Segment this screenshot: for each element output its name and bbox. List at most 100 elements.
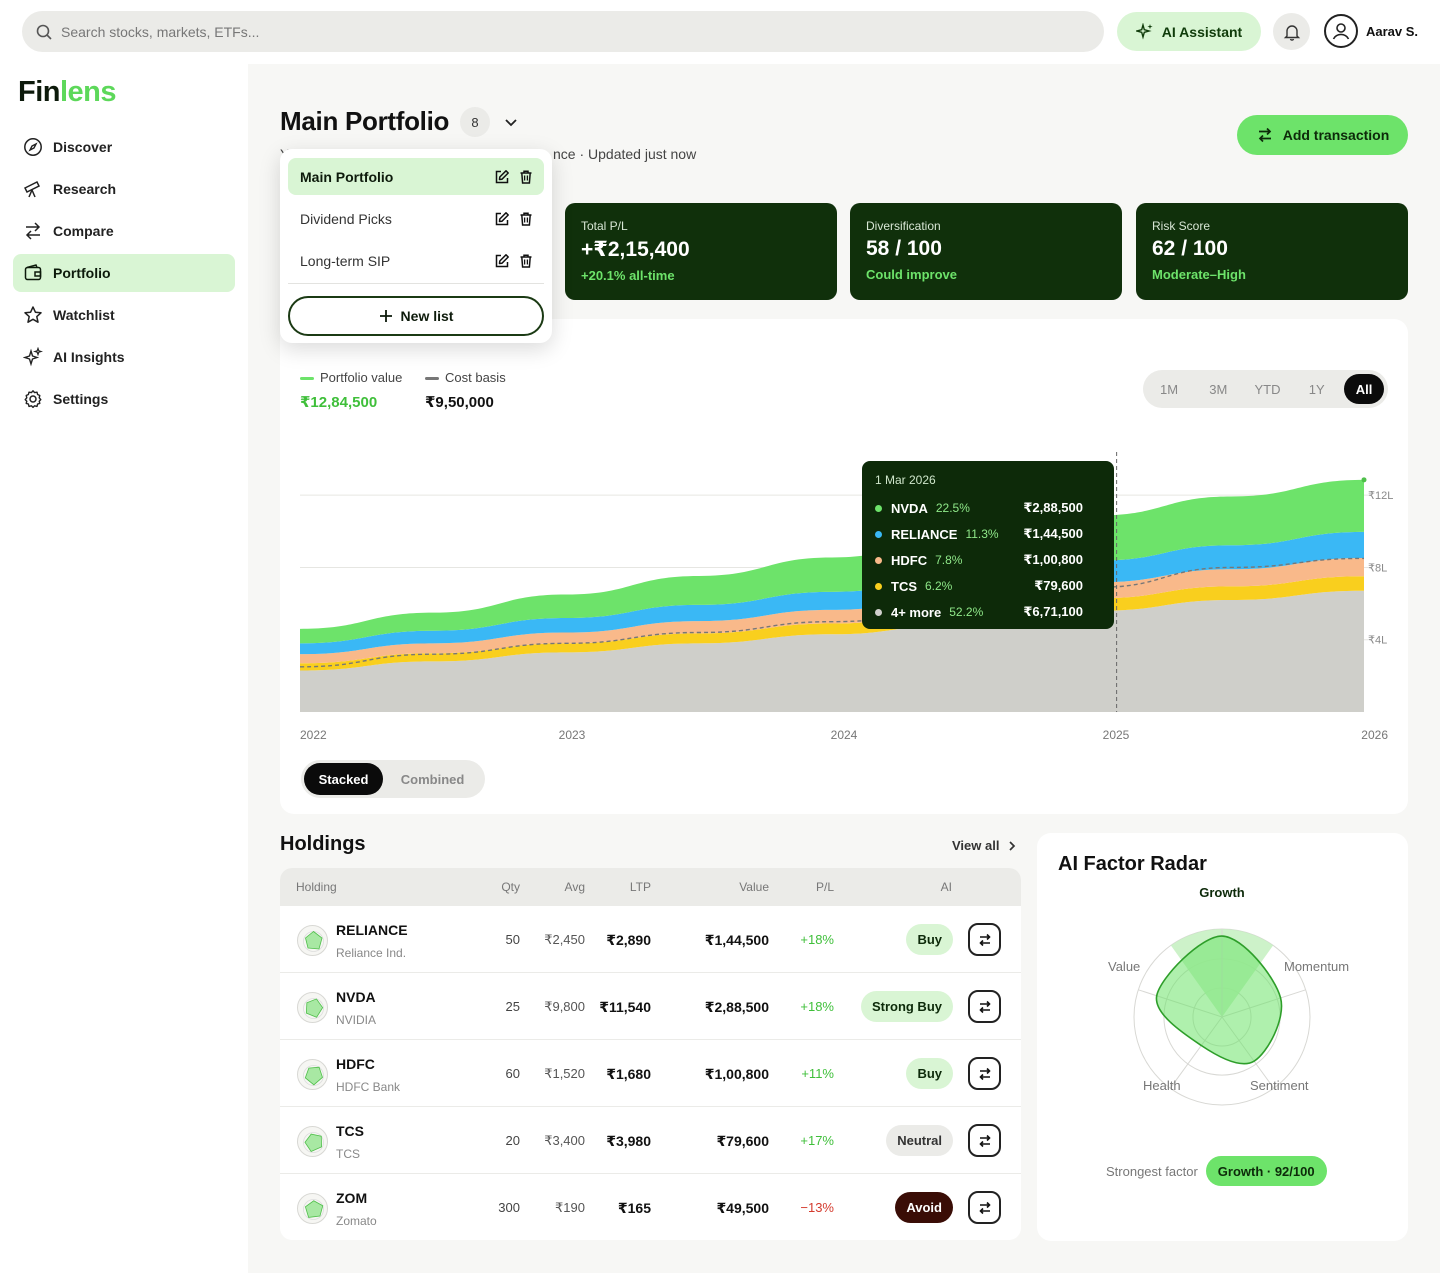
holding-qty: 50 (505, 932, 520, 947)
x-tick-label: 2023 (559, 728, 586, 742)
col-value: Value (739, 880, 769, 894)
tooltip-row: HDFC 7.8% ₹1,00,800 (875, 547, 1101, 573)
x-tick-label: 2025 (1103, 728, 1130, 742)
sidebar-item-ai-insights[interactable]: AI Insights (13, 338, 235, 376)
holding-pl: +11% (801, 1066, 834, 1081)
holding-name: HDFC Bank (336, 1080, 401, 1094)
dropdown-item[interactable]: Long-term SIP (288, 242, 544, 279)
trade-button[interactable] (968, 1057, 1001, 1090)
arrows-swap-icon (978, 933, 991, 946)
stat-value: 58 / 100 (866, 237, 942, 260)
range-ytd[interactable]: YTD (1254, 381, 1281, 397)
tooltip-name: 4+ more (891, 604, 942, 620)
chart-view-toggle: Stacked Combined (301, 760, 485, 798)
compass-icon (24, 138, 42, 156)
search-bar[interactable] (22, 11, 1104, 52)
col-ai: AI (940, 880, 952, 894)
radar-axis-label: Growth (1199, 885, 1245, 900)
tooltip-name: RELIANCE (891, 526, 958, 542)
holding-radar-thumbnail-icon (297, 925, 328, 956)
portfolio-area-chart[interactable]: ₹12L ₹8L ₹4L 2022 2023 2024 2025 2026 (280, 440, 1408, 750)
sidebar-item-discover[interactable]: Discover (13, 128, 235, 166)
stat-card-risk-score: Risk Score 62 / 100 Moderate–High (1136, 203, 1408, 300)
edit-icon[interactable] (494, 169, 510, 185)
x-tick-label: 2022 (300, 728, 327, 742)
trash-icon[interactable] (518, 211, 534, 227)
holding-ticker: TCS (336, 1123, 364, 1139)
view-all-link[interactable]: View all (952, 838, 1017, 853)
star-icon (24, 306, 42, 323)
tooltip-amount: ₹6,71,100 (1023, 604, 1083, 619)
ai-assistant-button[interactable]: AI Assistant (1117, 12, 1261, 51)
holding-pl: +18% (800, 932, 834, 947)
radar-title: AI Factor Radar (1058, 853, 1207, 875)
table-row[interactable]: HDFC HDFC Bank 60 ₹1,520 ₹1,680 ₹1,00,800 +11%… (280, 1040, 1021, 1107)
sidebar-item-settings[interactable]: Settings (13, 380, 235, 418)
new-list-button[interactable]: New list (288, 296, 544, 336)
holding-ltp: ₹165 (617, 1200, 651, 1216)
bell-icon (1283, 24, 1300, 41)
range-1y[interactable]: 1Y (1308, 381, 1325, 397)
holding-ticker: RELIANCE (336, 922, 408, 938)
table-row[interactable]: RELIANCE Reliance Ind. 50 ₹2,450 ₹2,890 ₹1,44… (280, 906, 1021, 973)
holding-ticker: NVDA (336, 989, 376, 1005)
arrows-swap-icon (978, 1134, 991, 1147)
wallet-icon (24, 264, 42, 281)
range-all[interactable]: All (1344, 374, 1384, 404)
x-tick-label: 2026 (1361, 728, 1388, 742)
tooltip-pct: 6.2% (925, 579, 953, 593)
trade-button[interactable] (968, 990, 1001, 1023)
table-row[interactable]: NVDA NVIDIA 25 ₹9,800 ₹11,540 ₹2,88,500 +18% St… (280, 973, 1021, 1040)
table-row[interactable]: TCS TCS 20 ₹3,400 ₹3,980 ₹79,600 +17% Neutral (280, 1107, 1021, 1174)
dropdown-item[interactable]: Main Portfolio (288, 158, 544, 195)
col-ltp: LTP (629, 880, 651, 894)
user-menu[interactable]: Aarav S. (1324, 14, 1418, 48)
trash-icon[interactable] (518, 169, 534, 185)
range-1m[interactable]: 1M (1159, 381, 1179, 397)
notifications-button[interactable] (1273, 13, 1310, 50)
add-transaction-button[interactable]: Add transaction (1237, 115, 1408, 155)
sidebar-item-portfolio[interactable]: Portfolio (13, 254, 235, 292)
search-input[interactable] (61, 23, 961, 40)
holding-ltp: ₹11,540 (599, 999, 651, 1015)
trade-button[interactable] (968, 1124, 1001, 1157)
sidebar-item-research[interactable]: Research (13, 170, 235, 208)
y-tick-label: ₹12L (1368, 490, 1393, 502)
trash-icon[interactable] (518, 253, 534, 269)
trade-button[interactable] (968, 923, 1001, 956)
dropdown-item[interactable]: Dividend Picks (288, 200, 544, 237)
edit-icon[interactable] (494, 253, 510, 269)
holding-avg: ₹2,450 (544, 932, 585, 947)
brand-logo[interactable]: Finlens (18, 76, 117, 109)
range-3m[interactable]: 3M (1209, 381, 1228, 397)
stat-sub: Could improve (866, 267, 958, 282)
holding-name: Zomato (336, 1214, 377, 1228)
holding-avg: ₹9,800 (544, 999, 585, 1014)
holding-radar-thumbnail-icon (297, 992, 328, 1023)
ai-assistant-label: AI Assistant (1161, 23, 1243, 40)
cost-basis-line (299, 557, 1365, 668)
stat-sub: Moderate–High (1152, 267, 1246, 282)
holding-ticker: ZOM (336, 1190, 368, 1206)
stat-value: 62 / 100 (1152, 237, 1228, 260)
edit-icon[interactable] (494, 211, 510, 227)
tooltip-amount: ₹79,600 (1034, 578, 1083, 593)
legend-cost-label: Cost basis (445, 370, 506, 385)
x-tick-label: 2024 (831, 728, 858, 742)
sidebar-item-watchlist[interactable]: Watchlist (13, 296, 235, 334)
chevron-down-icon[interactable] (502, 114, 520, 132)
trade-button[interactable] (968, 1191, 1001, 1224)
holding-value: ₹79,600 (716, 1133, 769, 1149)
legend-swatch (425, 377, 439, 381)
arrows-swap-icon (25, 222, 41, 240)
tooltip-pct: 11.3% (965, 527, 999, 541)
sidebar-item-label: Research (53, 181, 117, 197)
sidebar-item-compare[interactable]: Compare (13, 212, 235, 250)
sidebar-item-label: Settings (53, 391, 109, 407)
toggle-stacked[interactable]: Stacked (304, 763, 384, 795)
toggle-combined[interactable]: Combined (400, 771, 465, 787)
stat-sub: +20.1% all-time (581, 268, 675, 283)
y-tick-label: ₹8L (1368, 562, 1387, 574)
portfolio-count-badge: 8 (460, 107, 490, 137)
table-row[interactable]: ZOM Zomato 300 ₹190 ₹165 ₹49,500 −13% Avoid (280, 1174, 1021, 1240)
